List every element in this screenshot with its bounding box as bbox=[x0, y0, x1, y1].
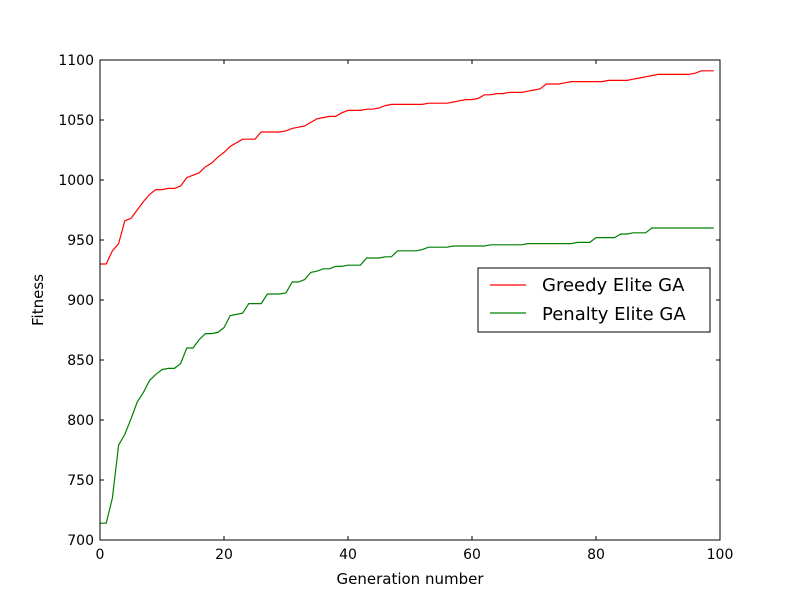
y-tick-label-3: 850 bbox=[67, 353, 94, 369]
y-tick-label-5: 950 bbox=[67, 233, 94, 249]
y-axis-label: Fitness bbox=[29, 274, 47, 326]
x-axis-label: Generation number bbox=[337, 570, 485, 588]
series-line-0 bbox=[100, 70, 714, 265]
x-tick-label-2: 40 bbox=[339, 547, 357, 563]
x-tick-label-0: 0 bbox=[96, 547, 105, 563]
x-tick-label-5: 100 bbox=[707, 547, 734, 563]
legend: Greedy Elite GA Penalty Elite GA bbox=[477, 267, 711, 333]
y-tick-label-6: 1000 bbox=[58, 173, 94, 189]
ticks-layer: 0 20 40 60 80 100 700 750 800 850 900 950 1000 1050 11… bbox=[58, 53, 733, 563]
y-tick-label-4: 900 bbox=[67, 293, 94, 309]
series-line-1 bbox=[100, 227, 714, 524]
x-tick-label-3: 60 bbox=[463, 547, 481, 563]
y-tick-label-8: 1100 bbox=[58, 53, 94, 69]
y-tick-label-0: 700 bbox=[67, 533, 94, 549]
y-tick-label-2: 800 bbox=[67, 413, 94, 429]
y-tick-label-7: 1050 bbox=[58, 113, 94, 129]
series-layer bbox=[100, 70, 714, 524]
x-tick-label-4: 80 bbox=[587, 547, 605, 563]
y-tick-label-1: 750 bbox=[67, 473, 94, 489]
legend-label-greedy: Greedy Elite GA bbox=[542, 275, 685, 296]
legend-box bbox=[477, 267, 711, 333]
x-tick-label-1: 20 bbox=[215, 547, 233, 563]
legend-label-penalty: Penalty Elite GA bbox=[542, 304, 686, 325]
